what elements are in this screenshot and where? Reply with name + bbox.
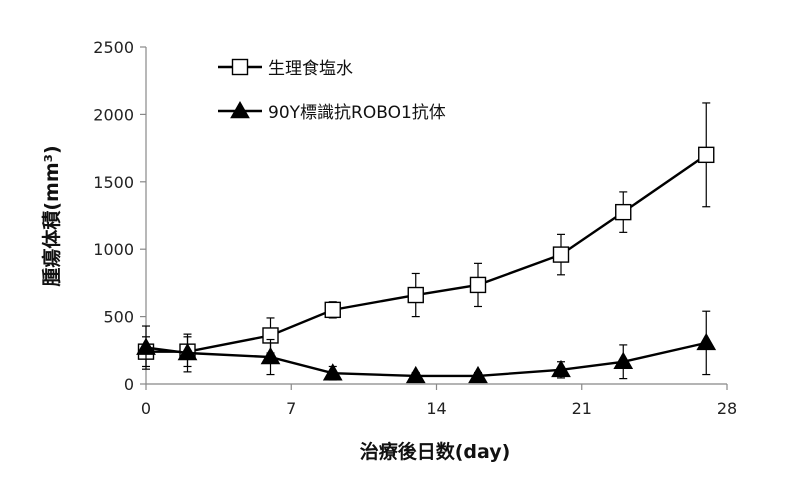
y-tick-label: 2500 <box>93 38 134 57</box>
data-point <box>136 337 156 355</box>
legend-marker <box>231 58 249 76</box>
series-y90-anti-robo1 <box>136 310 717 384</box>
series-line <box>146 153 707 353</box>
legend-label: 生理食塩水 <box>268 59 353 79</box>
data-point <box>551 359 571 378</box>
data-point <box>177 342 198 361</box>
legend-label: 90Y標識抗ROBO1抗体 <box>268 103 446 123</box>
x-tick-label: 28 <box>717 399 737 418</box>
data-point <box>469 276 487 294</box>
y-tick-label: 1000 <box>93 240 134 259</box>
data-point <box>552 246 570 263</box>
x-tick-label: 14 <box>426 399 446 418</box>
y-tick-label: 1500 <box>93 173 134 192</box>
legend-marker <box>230 100 250 119</box>
y-tick-label: 0 <box>124 375 134 394</box>
data-point <box>615 203 632 221</box>
y-axis: 0 500 1000 1500 2000 2500 <box>93 38 147 394</box>
y-tick-label: 2000 <box>93 105 134 124</box>
series-saline <box>137 102 715 368</box>
x-tick-label: 7 <box>286 399 296 418</box>
series-layer <box>136 102 717 384</box>
data-point <box>468 365 488 384</box>
y-axis-title: 腫瘍体積(mm³) <box>40 145 63 286</box>
data-point <box>696 332 717 351</box>
x-axis-title: 治療後日数(day) <box>360 440 511 463</box>
x-axis: 0 7 14 21 28 <box>141 383 737 418</box>
legend: 生理食塩水 90Y標識抗ROBO1抗体 <box>218 58 446 123</box>
x-tick-label: 0 <box>141 399 151 418</box>
data-point <box>324 301 341 319</box>
data-point <box>405 365 426 384</box>
data-point <box>698 146 715 164</box>
legend-entry: 生理食塩水 <box>218 58 353 79</box>
legend-entry: 90Y標識抗ROBO1抗体 <box>218 100 446 123</box>
data-point <box>322 363 343 381</box>
data-point <box>407 286 424 304</box>
y-tick-label: 500 <box>103 308 134 327</box>
x-tick-label: 21 <box>572 399 592 418</box>
data-point <box>613 351 634 370</box>
data-point <box>260 347 281 365</box>
